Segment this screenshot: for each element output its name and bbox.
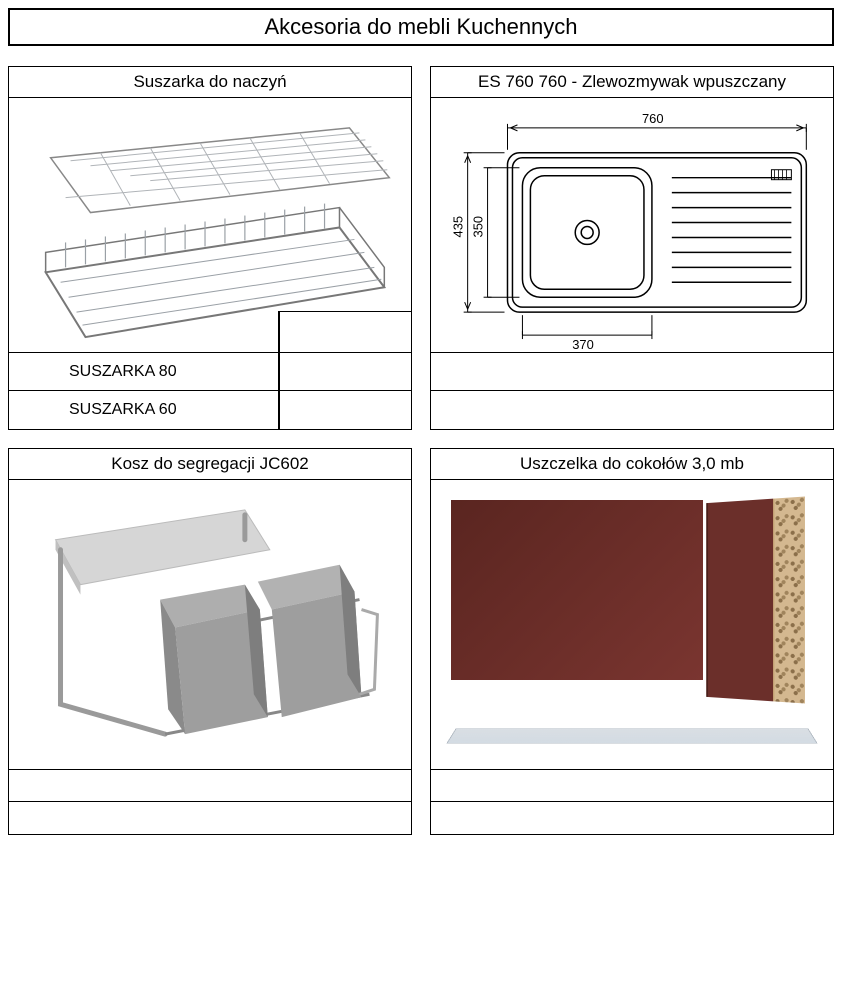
product-title: Uszczelka do cokołów 3,0 mb	[431, 449, 833, 480]
product-card-seal: Uszczelka do cokołów 3,0 mb	[430, 448, 834, 835]
product-card-wastebin: Kosz do segregacji JC602	[8, 448, 412, 835]
variant-row: SUSZARKA 60	[9, 391, 411, 429]
product-row-2: Kosz do segregacji JC602	[8, 448, 834, 853]
dim-bowl-h: 350	[471, 216, 486, 238]
product-title: Kosz do segregacji JC602	[9, 449, 411, 480]
page-title: Akcesoria do mebli Kuchennych	[8, 8, 834, 46]
variant-row	[431, 770, 833, 802]
variant-row	[9, 770, 411, 802]
variant-row	[431, 802, 833, 834]
product-row-1: Suszarka do naczyń	[8, 66, 834, 448]
variant-row	[9, 802, 411, 834]
dim-width: 760	[642, 111, 664, 126]
variant-row: SUSZARKA 80	[9, 353, 411, 391]
product-image-dishrack	[9, 98, 411, 353]
product-title: Suszarka do naczyń	[9, 67, 411, 98]
product-image-wastebin	[9, 480, 411, 770]
variant-row	[431, 391, 833, 429]
product-image-sink: 760 435 350 370	[431, 98, 833, 353]
dim-bowl-w: 370	[572, 337, 594, 352]
variant-row	[431, 353, 833, 391]
product-card-sink: ES 760 760 - Zlewozmywak wpuszczany	[430, 66, 834, 430]
product-title: ES 760 760 - Zlewozmywak wpuszczany	[431, 67, 833, 98]
dim-height: 435	[451, 216, 466, 238]
product-image-seal	[431, 480, 833, 770]
product-card-dishrack: Suszarka do naczyń	[8, 66, 412, 430]
